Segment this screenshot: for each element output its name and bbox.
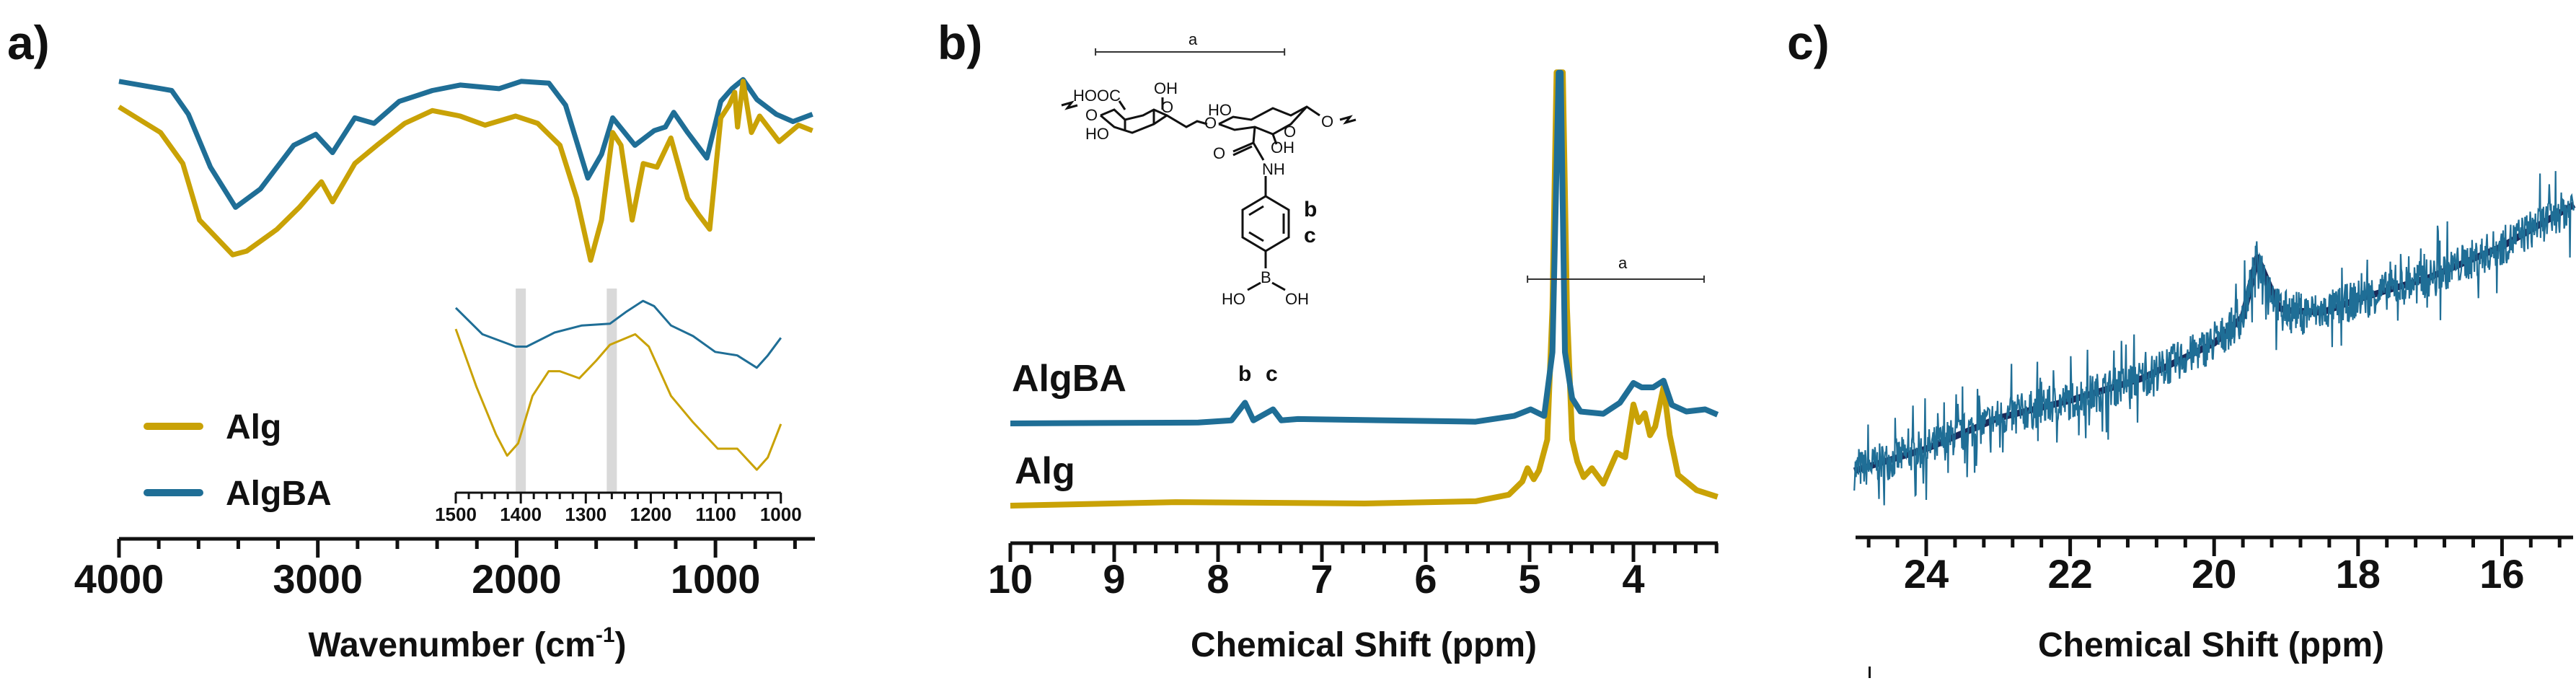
bracket-label-top: a [1188, 30, 1198, 48]
chemical-structure [1061, 97, 1357, 291]
label-o-bridge: O [1204, 114, 1217, 132]
nmr-11b-chart: 24 22 20 18 16 Chemical Shift (ppm) [1853, 171, 2576, 678]
ring1-bonds-bottom [1100, 114, 1168, 134]
label-ring-o: O [1161, 98, 1173, 116]
nmr-c-spectrum-line [1853, 171, 2575, 506]
structure-labels: HOOC OH O O HO O HO O OH O O NH b c B HO… [1073, 79, 1333, 308]
inset-x-axis: 1500 1400 1300 1200 1100 1000 [435, 491, 802, 525]
integration-brackets [1095, 48, 1705, 283]
label-ring-o-2: O [1284, 123, 1296, 141]
tick-label: 1500 [435, 503, 477, 525]
tick-label: 20 [2192, 551, 2236, 597]
inset-line-alg [454, 328, 782, 471]
tick-label: 4 [1622, 556, 1644, 602]
tick-label: 1000 [671, 556, 761, 602]
panel-label-b: b) [938, 16, 982, 69]
legend-label-algba: AlgBA [226, 475, 332, 513]
label-o-left: O [1085, 106, 1098, 124]
label-nh: NH [1262, 160, 1285, 178]
tick-label: 4000 [74, 556, 164, 602]
stray-mark [1869, 667, 1871, 678]
ftir-x-axis: 4000 3000 2000 1000 [74, 537, 815, 602]
series-label-algba: AlgBA [1012, 358, 1126, 400]
label-oh: OH [1154, 79, 1178, 97]
highlight-band [516, 289, 526, 493]
label-ho-boron: HO [1222, 290, 1245, 308]
series-line-algba [118, 76, 813, 210]
legend: Alg AlgBA [144, 408, 332, 513]
tick-label: 24 [1904, 551, 1949, 597]
label-ho: HO [1085, 125, 1109, 143]
panel-label-c: c) [1787, 16, 1830, 69]
label-carbonyl-o: O [1213, 144, 1225, 162]
label-oh-boron: OH [1285, 290, 1309, 308]
label-hooc: HOOC [1073, 87, 1121, 105]
label-oh-2: OH [1271, 138, 1294, 157]
tick-label: 2000 [472, 556, 562, 602]
ftir-chart: 4000 3000 2000 1000 1500 1400 1300 1200 1100 100… [74, 76, 815, 664]
inset-series [454, 299, 782, 471]
nmr-series [1010, 69, 1719, 509]
tick-label: 22 [2047, 551, 2092, 597]
ftir-series [118, 76, 813, 263]
peak-label-b: b [1238, 362, 1251, 386]
tick-label: 16 [2479, 551, 2524, 597]
tick-label: 1000 [760, 503, 802, 525]
nmr-line-algba [1010, 69, 1719, 426]
nmr-x-axis-title: Chemical Shift (ppm) [1191, 626, 1537, 664]
tick-label: 1200 [630, 503, 672, 525]
tick-label: 1100 [695, 503, 736, 525]
label-ho-2: HO [1208, 101, 1232, 119]
tick-label: 18 [2336, 551, 2381, 597]
label-c: c [1304, 224, 1316, 247]
nmr-c-x-axis-title: Chemical Shift (ppm) [2038, 626, 2384, 664]
series-label-alg: Alg [1015, 450, 1075, 492]
bracket-label-bottom: a [1618, 254, 1628, 272]
tick-label: 5 [1518, 556, 1540, 602]
benzene-ring [1241, 195, 1290, 252]
tick-label: 1400 [500, 503, 542, 525]
wavy-bond-left [1061, 100, 1078, 110]
label-o-right: O [1321, 113, 1333, 131]
legend-label-alg: Alg [226, 408, 281, 447]
nmr-1h-chart: 10 9 8 7 6 5 4 Chemical Shift (ppm) AlgBA Alg … [988, 30, 1719, 664]
nmr-x-axis: 10 9 8 7 6 5 4 [988, 541, 1719, 602]
inset-highlight-bands [516, 289, 617, 493]
highlight-band [606, 289, 617, 493]
nmr-c-series [1853, 171, 2576, 506]
panel-label-a: a) [7, 16, 50, 69]
inset-line-algba [454, 299, 782, 369]
tick-label: 9 [1103, 556, 1125, 602]
series-line-alg [118, 79, 813, 263]
peak-label-c: c [1266, 362, 1278, 386]
tick-label: 8 [1207, 556, 1229, 602]
ftir-x-axis-title: Wavenumber (cm-1) [309, 623, 627, 664]
label-b: b [1304, 198, 1317, 221]
tick-label: 10 [988, 556, 1033, 602]
tick-label: 3000 [273, 556, 363, 602]
nmr-c-x-axis: 24 22 20 18 16 [1856, 535, 2573, 597]
label-boron: B [1261, 268, 1271, 286]
tick-label: 6 [1414, 556, 1437, 602]
tick-label: 7 [1310, 556, 1333, 602]
tick-label: 1300 [565, 503, 606, 525]
nmr-line-alg [1010, 69, 1719, 509]
wavy-bond-right [1339, 115, 1357, 125]
